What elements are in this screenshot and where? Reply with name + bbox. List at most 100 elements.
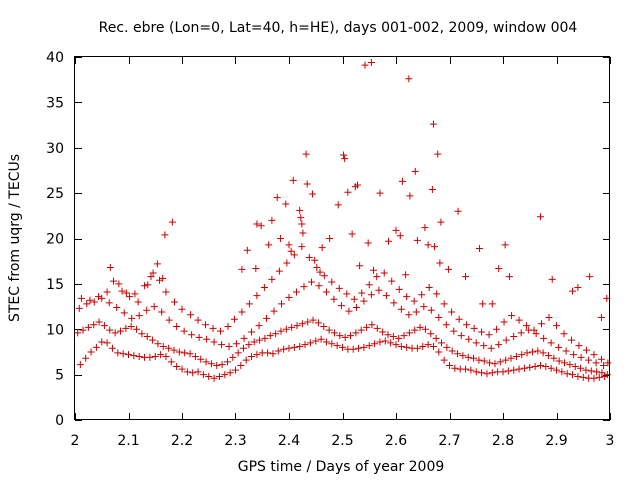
data-point <box>405 311 413 319</box>
data-point <box>495 264 503 272</box>
data-point <box>105 299 113 307</box>
data-point <box>571 362 579 370</box>
data-point <box>288 323 296 331</box>
data-point <box>307 278 315 286</box>
data-point <box>275 267 283 275</box>
data-point <box>397 342 405 350</box>
data-point <box>311 256 319 264</box>
data-point <box>253 292 261 300</box>
data-point <box>595 373 603 381</box>
data-point <box>360 297 368 305</box>
data-point <box>238 265 246 273</box>
data-point <box>392 226 400 234</box>
data-point <box>161 231 169 239</box>
data-point <box>170 346 178 354</box>
data-point <box>315 282 323 290</box>
data-point <box>462 365 470 373</box>
data-point <box>545 313 553 321</box>
data-point <box>328 340 336 348</box>
data-point <box>114 349 122 357</box>
data-point <box>290 251 298 259</box>
data-point <box>569 371 577 379</box>
data-point <box>577 364 585 372</box>
data-point <box>205 372 213 380</box>
data-point <box>463 321 471 329</box>
data-point <box>440 356 448 364</box>
data-point <box>127 323 135 331</box>
data-point <box>392 341 400 349</box>
data-point <box>218 341 226 349</box>
plot-frame <box>74 56 610 420</box>
data-point <box>149 336 157 344</box>
data-point <box>365 342 373 350</box>
data-point <box>250 338 258 346</box>
data-point <box>470 354 478 362</box>
data-point <box>373 273 381 281</box>
data-point <box>79 326 87 334</box>
data-point <box>420 303 428 311</box>
data-point <box>550 354 558 362</box>
data-point <box>444 265 452 273</box>
data-point <box>103 339 111 347</box>
data-point <box>515 316 523 324</box>
data-point <box>232 366 239 374</box>
data-point <box>357 326 365 334</box>
data-point <box>395 285 403 293</box>
data-point <box>598 369 606 377</box>
data-point <box>380 269 388 277</box>
data-point <box>544 352 552 360</box>
data-point <box>337 302 345 310</box>
data-point <box>75 304 83 312</box>
data-point <box>304 318 312 326</box>
data-point <box>493 325 501 333</box>
data-point <box>480 342 488 350</box>
data-point <box>491 360 499 368</box>
data-point <box>553 366 560 374</box>
data-point <box>86 296 94 304</box>
data-point <box>318 244 326 252</box>
data-point <box>157 351 165 359</box>
data-point <box>141 282 149 290</box>
data-point <box>487 344 495 352</box>
data-point <box>403 343 411 351</box>
data-point <box>95 293 103 301</box>
data-point <box>186 350 194 358</box>
data-point <box>111 329 119 337</box>
data-point <box>116 327 124 335</box>
data-point <box>297 214 305 222</box>
data-point <box>483 370 491 378</box>
data-point <box>512 352 520 360</box>
data-point <box>159 274 167 282</box>
data-point <box>187 311 195 319</box>
data-point <box>173 362 181 370</box>
data-point <box>82 354 90 362</box>
data-point <box>517 329 525 337</box>
data-point <box>341 333 349 341</box>
data-point <box>84 323 92 331</box>
data-point <box>597 313 605 321</box>
data-point <box>467 366 475 374</box>
data-point <box>87 348 95 356</box>
data-point <box>181 349 189 357</box>
data-point <box>523 349 531 357</box>
data-point <box>218 361 226 369</box>
data-point <box>528 348 536 356</box>
data-point <box>98 338 106 346</box>
data-point <box>290 343 298 351</box>
data-point <box>135 352 143 360</box>
data-point <box>344 188 352 196</box>
data-point <box>261 334 269 342</box>
data-point <box>353 181 361 189</box>
data-point <box>368 321 376 329</box>
data-point <box>510 366 518 374</box>
data-point <box>582 366 590 374</box>
data-point <box>188 331 196 339</box>
data-point <box>604 359 612 367</box>
data-point <box>443 343 451 351</box>
data-point <box>135 312 143 320</box>
y-tick-label: 40 <box>46 50 64 66</box>
data-point <box>215 372 223 380</box>
data-point <box>285 293 293 301</box>
data-point <box>585 356 593 364</box>
